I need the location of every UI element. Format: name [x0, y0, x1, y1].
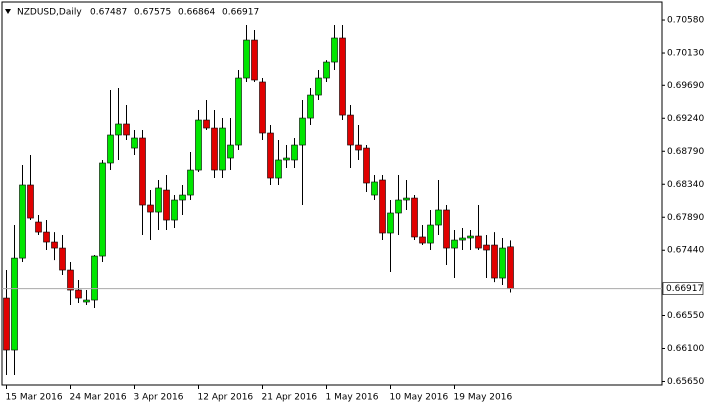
candle-body — [195, 119, 202, 171]
candle-body — [419, 236, 426, 244]
candle-body — [235, 77, 242, 146]
candle-body — [307, 94, 314, 119]
x-tick-label: 19 May 2016 — [454, 393, 513, 403]
candle-body — [323, 61, 330, 79]
candle-body — [35, 221, 42, 233]
candle-body — [19, 184, 26, 259]
x-tick-label: 21 Apr 2016 — [262, 393, 318, 403]
y-tick-label: 0.66100 — [667, 344, 704, 354]
candle-body — [275, 159, 282, 179]
x-tick-label: 1 May 2016 — [326, 393, 379, 403]
candle-body — [251, 39, 258, 81]
candle-body — [259, 81, 266, 134]
candle-body — [27, 184, 34, 219]
candle-body — [219, 127, 226, 171]
candle-body — [243, 39, 250, 79]
candle-body — [203, 119, 210, 129]
candle-body — [459, 237, 466, 241]
candle-body — [435, 209, 442, 226]
candle-body — [75, 289, 82, 299]
candle-body — [347, 114, 354, 146]
y-tick-label: 0.67440 — [667, 246, 704, 256]
candle-body — [379, 179, 386, 234]
header-value: 0.66917 — [222, 8, 259, 18]
candle-body — [227, 144, 234, 159]
candle-body — [299, 117, 306, 146]
current-price-label: 0.66917 — [666, 284, 703, 294]
candle-body — [267, 132, 274, 179]
y-tick-label: 0.69690 — [667, 81, 704, 91]
candle-body — [411, 197, 418, 238]
x-tick-label: 24 Mar 2016 — [70, 393, 127, 403]
candle-body — [123, 123, 130, 136]
y-tick-label: 0.68340 — [667, 180, 704, 190]
y-tick-label: 0.66550 — [667, 311, 704, 321]
candle-body — [443, 209, 450, 249]
candle-body — [83, 299, 90, 303]
candle-body — [467, 235, 474, 239]
candle-body — [211, 127, 218, 171]
title-icon — [5, 9, 11, 14]
candle-body — [91, 255, 98, 301]
candle-body — [107, 134, 114, 164]
y-tick-label: 0.70580 — [667, 16, 704, 26]
candle-body — [11, 257, 18, 351]
candle-body — [171, 199, 178, 221]
candle-body — [291, 144, 298, 161]
candle-body — [115, 123, 122, 136]
candle-body — [283, 157, 290, 161]
candle-body — [363, 147, 370, 184]
candle-body — [43, 231, 50, 243]
candle-body — [451, 239, 458, 249]
chart-title: NZDUSD,Daily — [17, 8, 82, 18]
x-tick-label: 10 May 2016 — [390, 393, 449, 403]
candle-body — [67, 269, 74, 291]
candle-body — [387, 212, 394, 234]
candle-body — [491, 244, 498, 279]
candle-body — [139, 137, 146, 206]
candle-body — [507, 246, 514, 289]
candle-body — [395, 199, 402, 214]
candle-body — [187, 169, 194, 196]
candle-body — [483, 244, 490, 251]
header-value: 0.66864 — [178, 8, 215, 18]
y-tick-label: 0.70130 — [667, 49, 704, 59]
y-tick-label: 0.69240 — [667, 114, 704, 124]
candle-body — [179, 194, 186, 201]
candle-body — [59, 247, 66, 271]
candle-body — [331, 37, 338, 63]
candle-body — [315, 77, 322, 96]
current-price-box — [662, 282, 704, 295]
x-tick-label: 3 Apr 2016 — [134, 393, 184, 403]
candle-body — [131, 137, 138, 149]
candle-body — [147, 204, 154, 213]
plot-frame — [1, 1, 663, 386]
candle-body — [163, 189, 170, 221]
y-tick-label: 0.68790 — [667, 147, 704, 157]
candle-body — [339, 37, 346, 116]
x-tick-label: 15 Mar 2016 — [6, 393, 63, 403]
candle-body — [403, 197, 410, 201]
candle-body — [3, 297, 10, 351]
candle-body — [427, 224, 434, 244]
y-tick-label: 0.65650 — [667, 377, 704, 387]
candle-body — [475, 235, 482, 249]
candle-body — [51, 241, 58, 249]
header-value: 0.67487 — [90, 8, 127, 18]
candle-body — [155, 187, 162, 213]
candle-body — [499, 247, 506, 279]
candle-body — [99, 162, 106, 257]
header-value: 0.67575 — [134, 8, 171, 18]
x-tick-label: 12 Apr 2016 — [198, 393, 254, 403]
candle-body — [355, 144, 362, 151]
candle-body — [371, 181, 378, 196]
y-tick-label: 0.67890 — [667, 213, 704, 223]
